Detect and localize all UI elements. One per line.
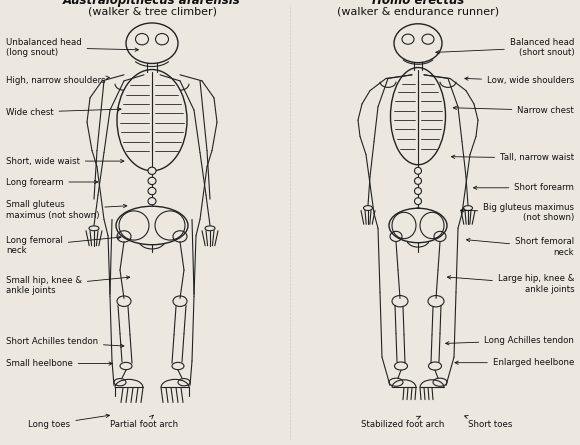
Ellipse shape — [126, 23, 178, 64]
Ellipse shape — [148, 167, 156, 174]
Text: Large hip, knee &
ankle joints: Large hip, knee & ankle joints — [447, 274, 574, 294]
Ellipse shape — [394, 24, 442, 63]
Text: High, narrow shoulders: High, narrow shoulders — [6, 76, 109, 85]
Text: Stabilized foot arch: Stabilized foot arch — [361, 416, 445, 429]
Text: Small heelbone: Small heelbone — [6, 359, 113, 368]
Text: Wide chest: Wide chest — [6, 108, 121, 117]
Ellipse shape — [390, 68, 445, 165]
Text: Partial foot arch: Partial foot arch — [110, 415, 178, 429]
Ellipse shape — [148, 187, 156, 195]
Ellipse shape — [117, 69, 187, 171]
Text: Short Achilles tendon: Short Achilles tendon — [6, 337, 124, 348]
Text: Short forearm: Short forearm — [473, 183, 574, 192]
Text: Long forearm: Long forearm — [6, 178, 98, 186]
Ellipse shape — [415, 188, 422, 194]
Text: Unbalanced head
(long snout): Unbalanced head (long snout) — [6, 38, 139, 57]
Ellipse shape — [116, 206, 188, 245]
Text: Homo erectus: Homo erectus — [372, 0, 464, 7]
Text: Short, wide waist: Short, wide waist — [6, 157, 124, 166]
Ellipse shape — [415, 167, 422, 174]
Text: Long Achilles tendon: Long Achilles tendon — [445, 336, 574, 345]
Text: Enlarged heelbone: Enlarged heelbone — [455, 358, 574, 367]
Text: Small hip, knee &
ankle joints: Small hip, knee & ankle joints — [6, 276, 130, 295]
Text: Tall, narrow waist: Tall, narrow waist — [451, 154, 574, 162]
Text: (walker & tree climber): (walker & tree climber) — [88, 7, 216, 17]
Text: Short femoral
neck: Short femoral neck — [466, 237, 574, 257]
Text: Small gluteus
maximus (not shown): Small gluteus maximus (not shown) — [6, 200, 127, 220]
Text: Narrow chest: Narrow chest — [453, 106, 574, 115]
Ellipse shape — [415, 208, 422, 215]
Text: Long toes: Long toes — [28, 414, 110, 429]
Ellipse shape — [148, 198, 156, 205]
Text: Big gluteus maximus
(not shown): Big gluteus maximus (not shown) — [461, 203, 574, 222]
Ellipse shape — [415, 198, 422, 205]
Ellipse shape — [389, 208, 447, 243]
Text: Low, wide shoulders: Low, wide shoulders — [465, 77, 574, 85]
Text: Short toes: Short toes — [465, 416, 512, 429]
Text: Australopithecus afarensis: Australopithecus afarensis — [63, 0, 241, 7]
Ellipse shape — [148, 177, 156, 185]
Text: Balanced head
(short snout): Balanced head (short snout) — [436, 38, 574, 57]
Text: (walker & endurance runner): (walker & endurance runner) — [337, 7, 499, 17]
Text: Long femoral
neck: Long femoral neck — [6, 236, 121, 255]
Ellipse shape — [415, 178, 422, 184]
Ellipse shape — [148, 208, 156, 215]
